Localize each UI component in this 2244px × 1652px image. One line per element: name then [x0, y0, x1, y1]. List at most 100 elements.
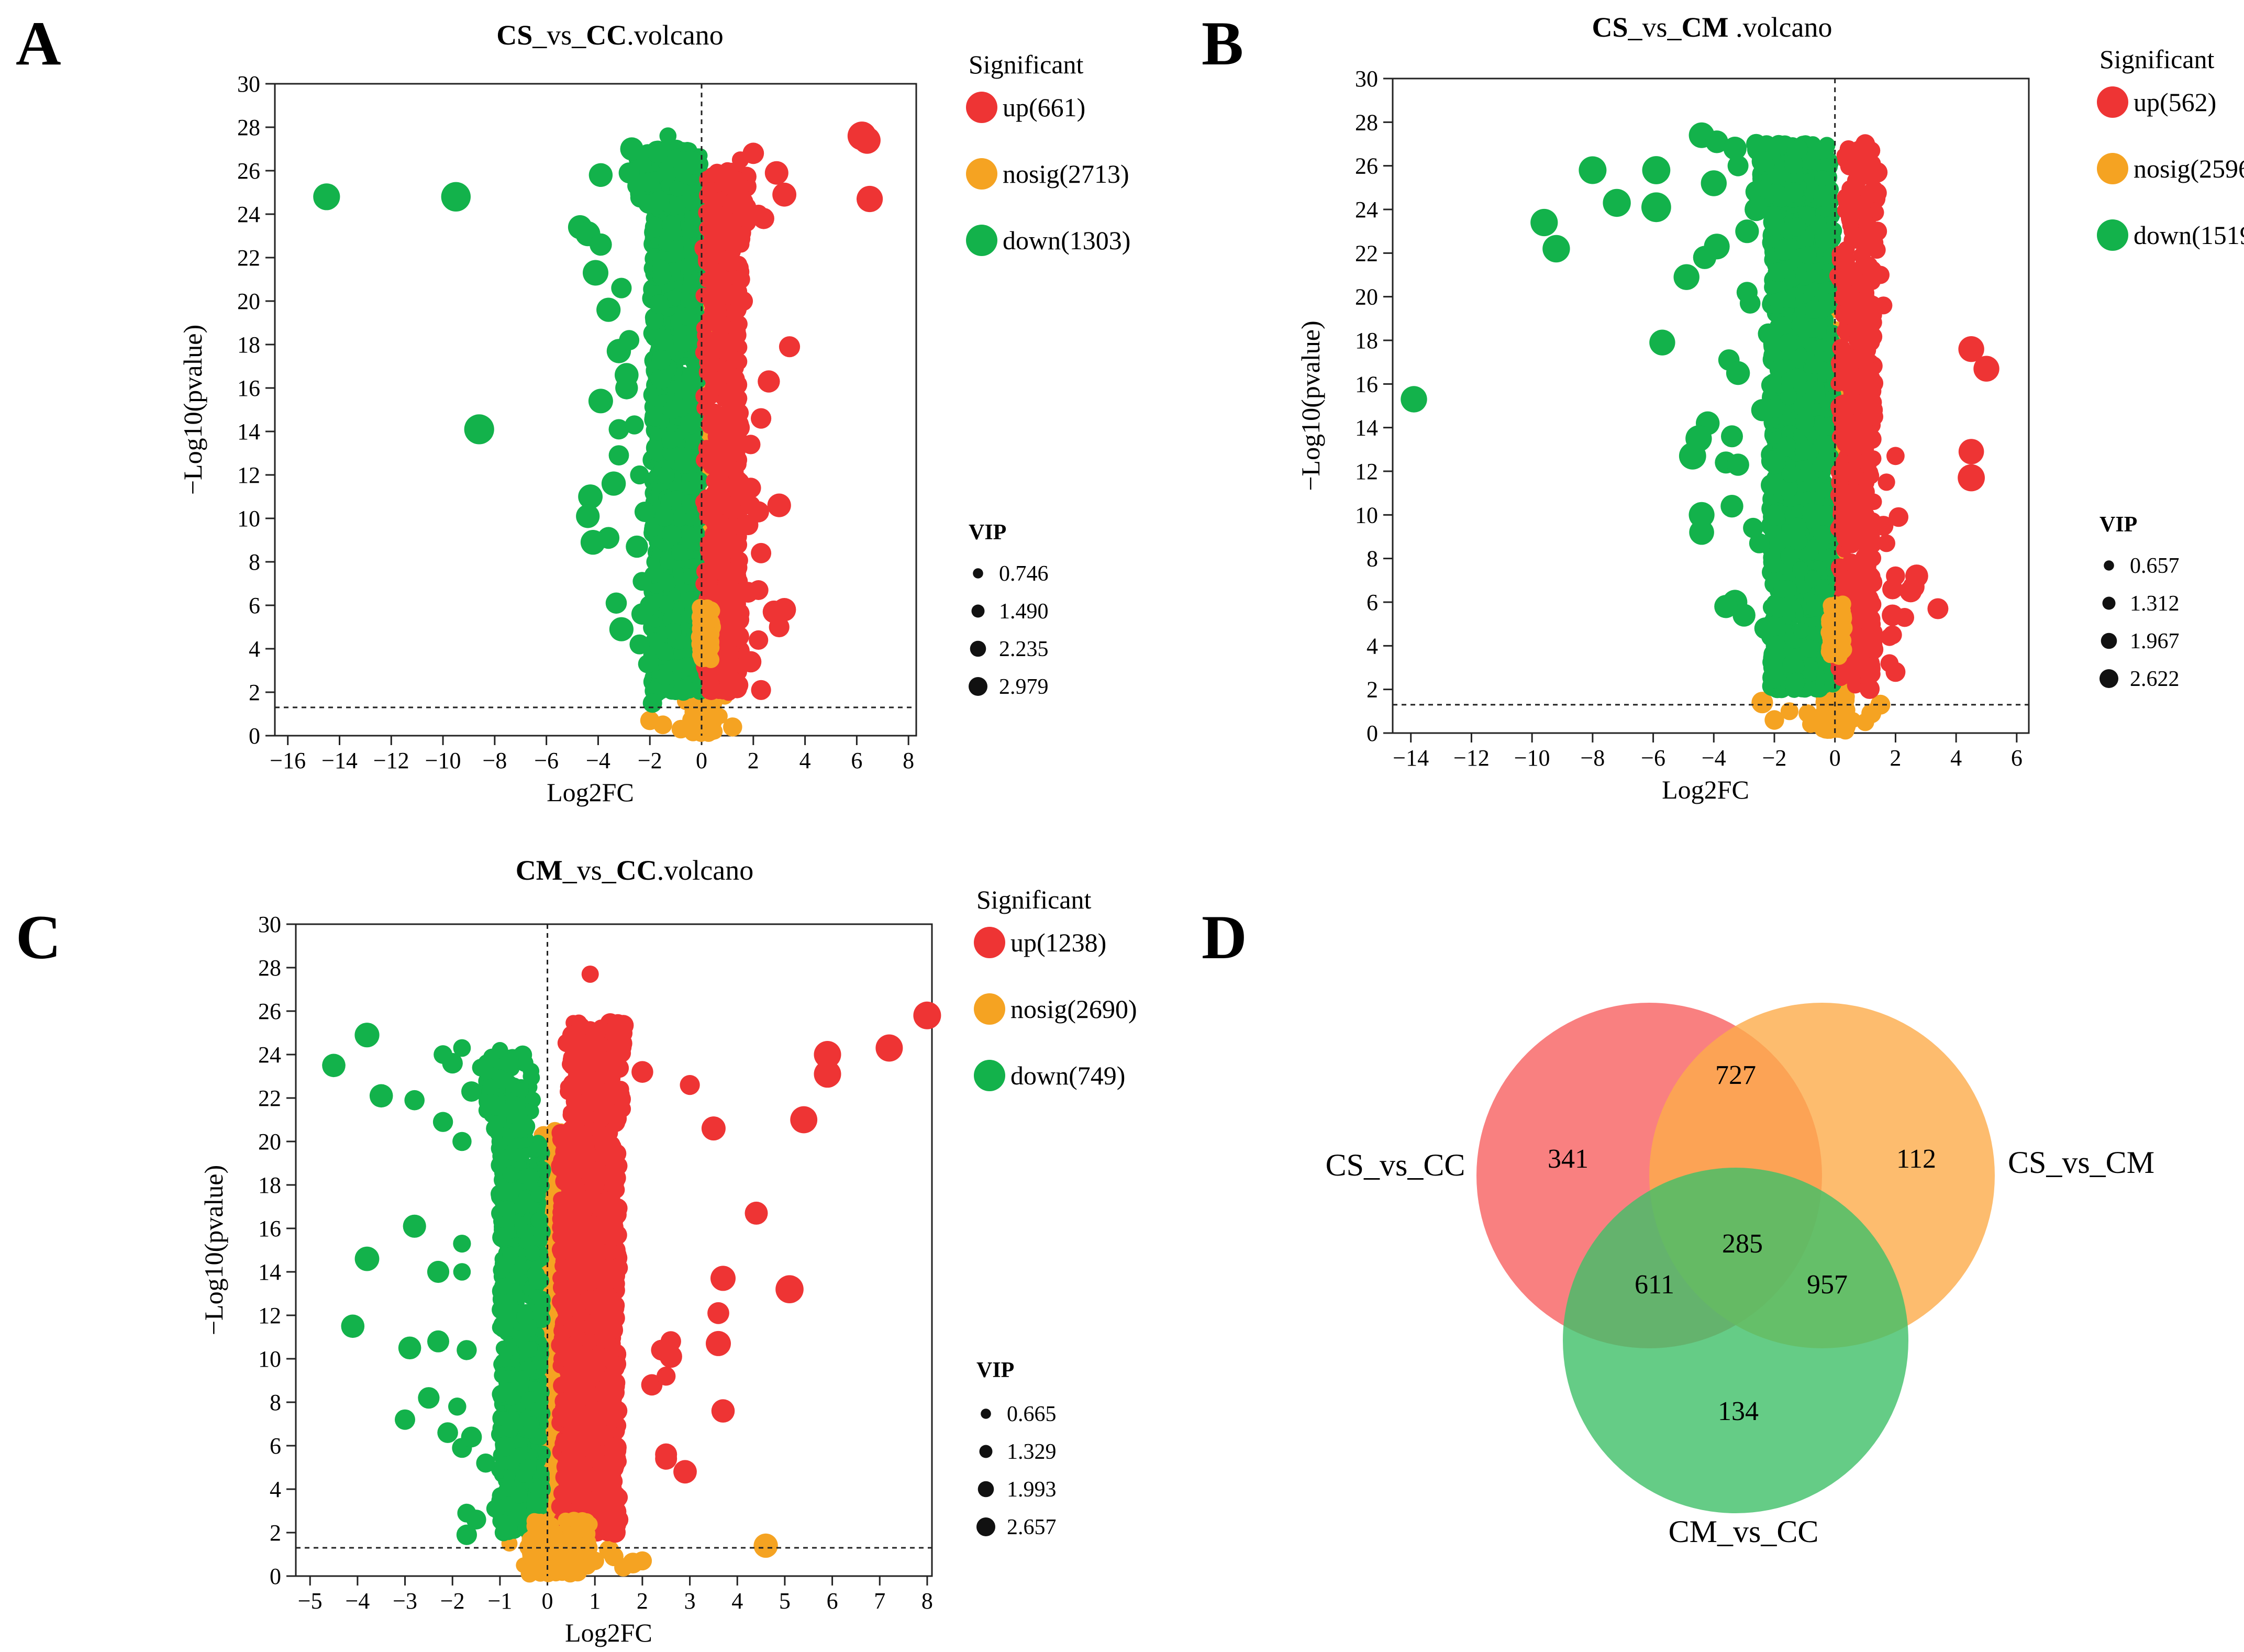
down-point — [681, 494, 697, 511]
x-tick-label: −4 — [586, 748, 610, 773]
up-point — [1854, 487, 1874, 507]
up-point — [738, 514, 759, 536]
x-tick-label: −10 — [1514, 745, 1550, 771]
y-tick-label: 8 — [270, 1390, 281, 1415]
nosig-point — [1836, 720, 1852, 737]
down-point — [662, 525, 682, 545]
down-point — [645, 217, 665, 238]
down-point — [649, 294, 669, 314]
down-point — [646, 408, 664, 427]
down-point — [1810, 215, 1827, 231]
up-point — [1863, 231, 1880, 249]
y-tick-label: 14 — [1355, 415, 1378, 441]
vip-size-label: 0.657 — [2130, 554, 2180, 578]
down-point — [669, 181, 685, 197]
down-point — [663, 400, 682, 419]
down-points — [1401, 122, 1842, 699]
down-point — [656, 667, 674, 686]
up-point — [723, 193, 743, 214]
y-tick-label: 28 — [1355, 109, 1378, 135]
x-tick-label: −1 — [487, 1588, 512, 1614]
y-axis-label: −Log10(pvalue) — [178, 325, 207, 495]
x-tick-label: −3 — [393, 1588, 417, 1614]
down-point — [1798, 246, 1817, 264]
legend-marker-nosig — [2097, 153, 2128, 184]
up-point — [1861, 429, 1882, 449]
x-tick-label: 8 — [903, 748, 914, 773]
up-point — [1895, 608, 1914, 627]
vip-size-label: 1.967 — [2130, 629, 2180, 653]
x-axis-label: Log2FC — [1662, 775, 1749, 804]
up-point — [1835, 347, 1850, 362]
down-point — [1735, 219, 1759, 243]
up-point — [1853, 339, 1870, 356]
up-point — [751, 542, 772, 563]
vip-legend-title: VIP — [969, 520, 1006, 545]
up-point — [1844, 414, 1863, 433]
down-point — [657, 467, 675, 484]
down-point — [1751, 399, 1774, 422]
x-tick-label: 0 — [696, 748, 707, 773]
down-point — [638, 194, 657, 213]
up-point — [699, 287, 715, 303]
x-tick-label: −2 — [440, 1588, 465, 1614]
y-tick-label: 0 — [249, 723, 260, 749]
up-point — [1878, 473, 1895, 491]
down-point — [1818, 444, 1836, 461]
down-point — [626, 535, 648, 558]
x-tick-label: 4 — [799, 748, 811, 773]
up-points — [694, 121, 883, 701]
down-point — [1727, 453, 1749, 476]
y-tick-label: 14 — [237, 419, 260, 445]
up-point — [772, 182, 796, 207]
down-point — [1743, 517, 1763, 538]
x-tick-label: 7 — [874, 1588, 885, 1614]
x-tick-label: 2 — [1890, 745, 1901, 771]
y-tick-label: 22 — [237, 245, 260, 271]
up-point — [1882, 579, 1903, 600]
down-point — [605, 592, 627, 614]
x-tick-label: 2 — [637, 1588, 648, 1614]
x-tick-label: −14 — [321, 748, 358, 773]
legend-marker-up — [966, 92, 997, 123]
down-point — [627, 176, 647, 196]
down-point — [611, 278, 632, 298]
down-point — [659, 552, 677, 570]
up-point — [1873, 516, 1894, 536]
up-point — [702, 256, 719, 273]
down-point — [1795, 443, 1813, 461]
y-tick-label: 6 — [270, 1433, 281, 1459]
x-tick-label: 0 — [542, 1588, 553, 1614]
nosig-point — [1823, 703, 1840, 720]
down-point — [1688, 502, 1715, 528]
y-axis-label: −Log10(pvalue) — [1296, 320, 1325, 491]
chart-title-part: CC — [586, 19, 627, 51]
up-point — [705, 486, 720, 502]
down-point — [1579, 156, 1607, 184]
down-point — [615, 376, 638, 400]
down-point — [1802, 503, 1821, 522]
up-point — [1855, 134, 1875, 154]
down-point — [1776, 436, 1796, 457]
down-point — [648, 143, 668, 163]
up-point — [1973, 356, 1999, 382]
nosig-point — [723, 717, 742, 737]
up-point — [1843, 467, 1858, 482]
down-point — [609, 617, 634, 641]
down-point — [659, 127, 677, 145]
down-point — [590, 233, 612, 256]
y-tick-label: 10 — [237, 506, 260, 531]
y-tick-label: 24 — [1355, 197, 1378, 223]
panel-letter-c: C — [16, 902, 61, 972]
y-tick-label: 16 — [237, 375, 260, 401]
legend-label-up: up(562) — [2134, 87, 2216, 117]
down-point — [1641, 192, 1671, 223]
up-point — [1864, 182, 1885, 203]
up-point — [1903, 576, 1925, 598]
vip-size-label: 2.622 — [2130, 667, 2180, 691]
down-point — [1788, 517, 1807, 536]
chart-title-part: _vs_ — [1628, 12, 1682, 43]
down-point — [1727, 155, 1749, 176]
down-point — [1769, 597, 1789, 618]
